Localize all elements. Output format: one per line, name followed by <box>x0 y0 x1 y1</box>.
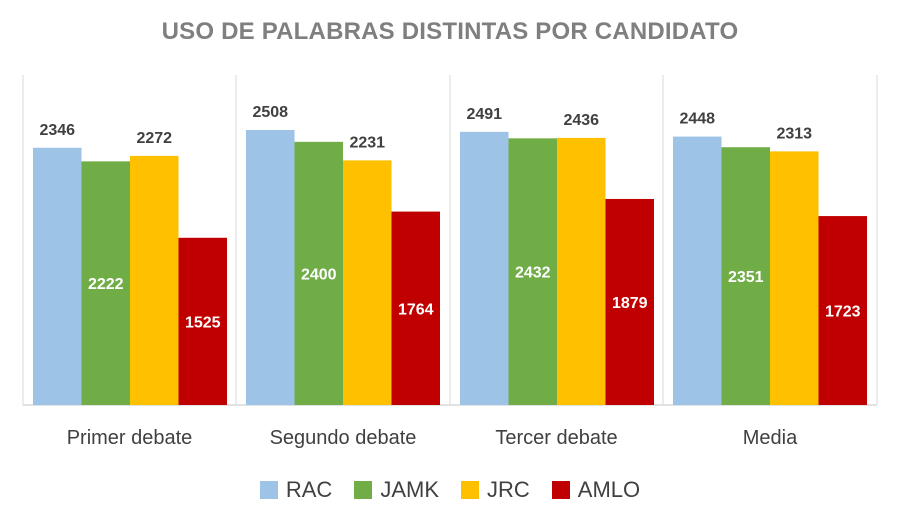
legend-swatch <box>551 481 570 499</box>
category-label: Media <box>743 427 798 449</box>
data-label: 2448 <box>679 111 715 128</box>
legend: RAC JAMK JRC AMLO <box>0 475 900 505</box>
category-label: Segundo debate <box>270 427 417 449</box>
bar-jrc <box>557 137 606 406</box>
chart-title: USO DE PALABRAS DISTINTAS POR CANDIDATO <box>161 18 739 45</box>
data-label: 2272 <box>136 130 172 147</box>
data-label: 1764 <box>398 301 434 318</box>
data-label: 2432 <box>515 265 551 282</box>
legend-swatch <box>354 481 373 499</box>
data-label: 2231 <box>349 134 385 151</box>
plot-area: 2346 2222 2272 1525 Primer debate 2508 2400 223… <box>22 75 878 449</box>
bar-amlo <box>818 216 867 405</box>
bar-jamk <box>294 141 343 405</box>
bar-jamk <box>508 138 557 406</box>
bar-jrc <box>130 155 179 405</box>
legend-label: AMLO <box>577 477 641 502</box>
category-label: Tercer debate <box>495 427 617 449</box>
legend-swatch <box>461 481 479 499</box>
data-label: 2400 <box>301 266 337 283</box>
bar-jrc <box>343 160 392 405</box>
legend-swatch <box>259 481 278 499</box>
bar-rac <box>33 147 82 405</box>
bar-amlo <box>605 198 654 405</box>
category-label: Primer debate <box>67 427 193 449</box>
data-label: 2508 <box>252 104 288 121</box>
legend-label: JRC <box>487 477 530 502</box>
bar-amlo <box>178 237 227 405</box>
bar-rac <box>460 131 509 406</box>
legend-item-jrc: JRC <box>461 477 530 503</box>
data-label: 2351 <box>728 269 764 286</box>
bar-amlo <box>391 211 440 405</box>
data-label: 1723 <box>825 304 861 321</box>
data-label: 2436 <box>563 112 599 129</box>
bar-rac <box>673 136 722 405</box>
data-label: 2346 <box>39 122 75 139</box>
data-label: 1879 <box>612 295 648 312</box>
legend-label: JAMK <box>380 477 439 502</box>
bar-jrc <box>770 151 819 405</box>
data-label: 2313 <box>776 125 812 142</box>
legend-item-jamk: JAMK <box>354 477 439 503</box>
legend-item-amlo: AMLO <box>551 477 641 503</box>
bar-rac <box>246 130 295 405</box>
data-label: 1525 <box>185 314 221 331</box>
bar-jamk <box>721 147 770 405</box>
legend-item-rac: RAC <box>259 477 333 503</box>
legend-label: RAC <box>285 477 333 502</box>
bar-jamk <box>81 161 130 405</box>
data-label: 2222 <box>88 276 124 293</box>
data-label: 2491 <box>466 106 502 123</box>
